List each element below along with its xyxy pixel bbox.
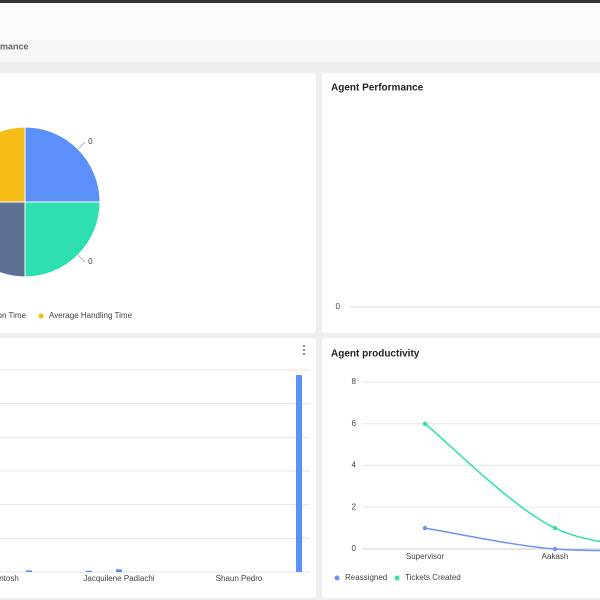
legend-label: on Time <box>0 311 27 320</box>
legend-label: Tickets Created <box>405 573 461 582</box>
pie-slice <box>0 201 26 278</box>
card <box>322 338 600 598</box>
x-tick-label: Supervisor <box>406 552 445 561</box>
pie-slice <box>0 126 26 203</box>
bar <box>116 569 122 572</box>
legend-dot <box>38 313 44 319</box>
card <box>0 338 316 598</box>
data-point <box>422 525 428 531</box>
pie-slice <box>24 201 101 278</box>
y-tick-label: 0 <box>336 302 341 311</box>
legend-dot <box>394 575 400 581</box>
window-bar <box>0 0 600 3</box>
menu-icon[interactable] <box>303 345 305 355</box>
pie-slice <box>24 126 101 203</box>
x-tick-label: Aakash <box>542 552 569 561</box>
menu-dot <box>303 345 305 347</box>
y-tick-label: 2 <box>352 502 357 511</box>
chart-title: Agent Performance <box>331 83 424 94</box>
x-tick-label: ntosh <box>0 574 19 583</box>
leader-line <box>77 254 86 263</box>
y-tick-label: 0 <box>352 544 357 553</box>
menu-dot <box>303 353 305 355</box>
legend-dot <box>334 575 340 581</box>
x-tick-label: Shaun Pedro <box>216 574 263 583</box>
menu-dot <box>303 349 305 351</box>
y-tick-label: 6 <box>352 419 357 428</box>
data-point <box>552 546 558 552</box>
section-bar <box>0 40 600 62</box>
data-point <box>422 421 428 426</box>
bar <box>296 375 302 572</box>
card <box>0 73 316 333</box>
y-tick-label: 8 <box>352 377 357 386</box>
bar <box>86 570 92 572</box>
x-tick-label: Jacquilene Padiachi <box>83 574 154 583</box>
legend-label: Reassigned <box>345 573 387 582</box>
y-tick-label: 4 <box>352 461 357 470</box>
bar <box>26 570 32 572</box>
data-point <box>552 525 558 531</box>
slice-label: 0 <box>88 137 93 146</box>
slice-label: 0 <box>88 257 93 266</box>
chart-title: Agent productivity <box>331 349 420 360</box>
leader-line <box>77 141 86 150</box>
section-title: mance <box>0 41 29 51</box>
top-bar <box>0 3 600 40</box>
card <box>322 73 600 333</box>
legend-label: Average Handling Time <box>49 311 133 320</box>
